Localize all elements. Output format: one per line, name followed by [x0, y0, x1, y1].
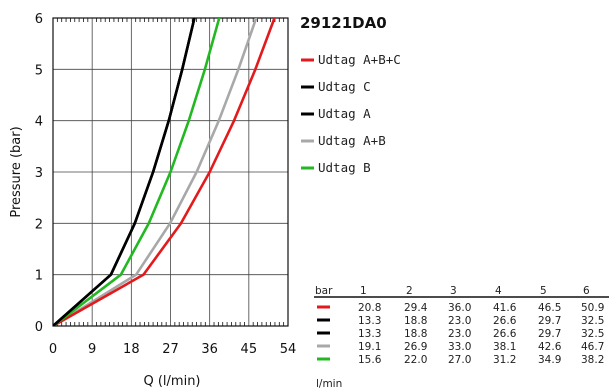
table-cell: 27.0	[448, 354, 471, 366]
y-tick-label: 0	[35, 320, 43, 335]
data-point	[237, 68, 240, 71]
legend-label: Udtag A	[318, 106, 371, 121]
table-cell: 23.0	[448, 328, 471, 340]
data-point	[193, 18, 196, 20]
table-cell: 18.8	[404, 315, 427, 327]
x-tick-label: 27	[162, 342, 179, 357]
chart-title: 29121DA0	[300, 14, 387, 32]
data-point	[208, 170, 211, 174]
data-point	[195, 170, 198, 174]
table-cell: 18.8	[404, 328, 427, 340]
table-cell: 32.5	[581, 328, 604, 340]
table-cell: 13.3	[358, 328, 381, 340]
table-column-header: 3	[450, 285, 457, 297]
x-tick-label: 9	[88, 342, 96, 357]
table-cell: 20.8	[358, 302, 381, 314]
data-point	[133, 222, 137, 225]
table-cell: 34.9	[538, 354, 561, 366]
y-tick-label: 3	[35, 166, 43, 181]
data-point	[179, 222, 183, 225]
legend-label: Udtag A+B	[318, 133, 386, 148]
y-axis-title: Pressure (bar)	[9, 126, 24, 217]
data-point	[217, 119, 221, 122]
x-tick-label: 0	[49, 342, 57, 357]
table-cell: 33.0	[448, 341, 471, 353]
x-tick-label: 54	[280, 342, 297, 357]
table-cell: 26.6	[493, 315, 517, 327]
data-point	[203, 68, 207, 71]
table-column-header: 1	[360, 285, 367, 297]
legend-label: Udtag B	[318, 160, 371, 175]
table-cell: 31.2	[493, 354, 516, 366]
table-cell: 42.6	[538, 341, 562, 353]
table-cell: 46.5	[538, 302, 561, 314]
table-cell: 46.7	[581, 341, 604, 353]
data-point	[218, 18, 221, 20]
table-cell: 29.7	[538, 328, 561, 340]
table-unit-label: l/min	[316, 378, 342, 389]
x-tick-label: 18	[123, 342, 140, 357]
y-tick-label: 2	[35, 217, 43, 232]
data-point	[232, 119, 236, 122]
data-point	[273, 18, 276, 20]
table-cell: 38.2	[581, 354, 604, 366]
table-cell: 32.5	[581, 315, 604, 327]
table-cell: 15.6	[358, 354, 382, 366]
data-point	[119, 273, 123, 276]
data-point	[134, 273, 138, 276]
y-tick-label: 5	[35, 63, 43, 78]
y-tick-label: 6	[35, 12, 43, 27]
table-cell: 22.0	[404, 354, 427, 366]
x-axis-title: Q (l/min)	[143, 374, 200, 389]
table-column-header: 5	[540, 285, 547, 297]
data-point	[255, 18, 258, 20]
table-cell: 50.9	[581, 302, 604, 314]
data-point	[169, 170, 172, 174]
table-column-header: 2	[406, 285, 413, 297]
data-point	[187, 119, 190, 122]
table-cell: 41.6	[493, 302, 517, 314]
table-cell: 19.1	[358, 341, 381, 353]
legend-label: Udtag C	[318, 79, 371, 94]
legend-label: Udtag A+B+C	[318, 52, 401, 67]
table-header-label: bar	[315, 285, 333, 297]
data-point	[168, 222, 172, 225]
data-point	[167, 119, 170, 122]
table-cell: 29.7	[538, 315, 561, 327]
table-cell: 36.0	[448, 302, 471, 314]
table-cell: 26.6	[493, 328, 517, 340]
table-cell: 38.1	[493, 341, 516, 353]
table-column-header: 6	[583, 285, 590, 297]
data-point	[151, 170, 155, 174]
table-cell: 26.9	[404, 341, 427, 353]
data-point	[109, 273, 113, 276]
data-point	[254, 68, 257, 71]
table-cell: 23.0	[448, 315, 471, 327]
table-column-header: 4	[495, 285, 502, 297]
x-tick-label: 36	[201, 342, 218, 357]
data-point	[142, 273, 145, 276]
y-tick-label: 4	[35, 115, 43, 130]
y-tick-label: 1	[35, 269, 43, 284]
data-point	[181, 68, 184, 71]
data-point	[147, 222, 150, 225]
plot-frame	[52, 17, 289, 327]
table-cell: 29.4	[404, 302, 428, 314]
x-tick-label: 45	[241, 342, 258, 357]
table-cell: 13.3	[358, 315, 381, 327]
